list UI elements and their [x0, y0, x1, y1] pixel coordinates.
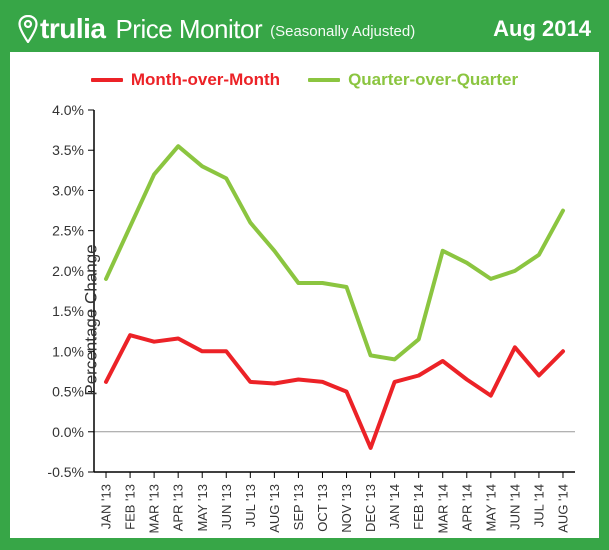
page-title: Price Monitor [115, 14, 262, 45]
page-subtitle: (Seasonally Adjusted) [270, 23, 415, 40]
brand-logo: trulia [18, 13, 105, 45]
legend-label-qoq: Quarter-over-Quarter [348, 70, 518, 90]
svg-text:FEB '14: FEB '14 [411, 484, 426, 530]
svg-text:SEP '13: SEP '13 [291, 484, 306, 530]
svg-text:JUN '14: JUN '14 [507, 484, 522, 530]
legend-item-qoq: Quarter-over-Quarter [308, 70, 518, 90]
svg-text:JAN '14: JAN '14 [387, 484, 402, 529]
svg-text:1.0%: 1.0% [52, 343, 84, 359]
svg-text:DEC '13: DEC '13 [363, 484, 378, 532]
legend-swatch-mom [91, 78, 123, 82]
map-pin-icon [18, 15, 38, 43]
svg-text:OCT '13: OCT '13 [315, 484, 330, 532]
svg-text:AUG '14: AUG '14 [556, 484, 571, 533]
legend-item-mom: Month-over-Month [91, 70, 280, 90]
svg-text:3.5%: 3.5% [52, 142, 84, 158]
svg-text:FEB '13: FEB '13 [123, 484, 138, 530]
report-date: Aug 2014 [493, 16, 591, 42]
svg-text:0.5%: 0.5% [52, 384, 84, 400]
svg-text:3.0%: 3.0% [52, 182, 84, 198]
svg-text:AUG '13: AUG '13 [267, 484, 282, 533]
chart-panel: Month-over-Month Quarter-over-Quarter Pe… [10, 52, 599, 538]
svg-text:APR '13: APR '13 [171, 484, 186, 531]
svg-text:-0.5%: -0.5% [47, 464, 84, 480]
series-qoq [106, 146, 563, 359]
svg-text:MAR '13: MAR '13 [147, 484, 162, 533]
svg-text:APR '14: APR '14 [459, 484, 474, 531]
svg-text:JAN '13: JAN '13 [99, 484, 114, 529]
svg-text:0.0%: 0.0% [52, 424, 84, 440]
legend: Month-over-Month Quarter-over-Quarter [10, 52, 599, 98]
svg-text:MAR '14: MAR '14 [435, 484, 450, 533]
brand-text: trulia [40, 13, 105, 45]
frame: trulia Price Monitor (Seasonally Adjuste… [0, 0, 609, 550]
svg-text:4.0%: 4.0% [52, 102, 84, 118]
header: trulia Price Monitor (Seasonally Adjuste… [10, 10, 599, 52]
y-axis-label: Percentage Change [82, 244, 102, 395]
chart-area: Percentage Change -0.5% 0.0% 0.5% 1.0% 1.5% 2… [10, 102, 599, 538]
svg-text:MAY '14: MAY '14 [483, 484, 498, 532]
svg-text:2.5%: 2.5% [52, 223, 84, 239]
svg-text:JUN '13: JUN '13 [219, 484, 234, 530]
svg-text:NOV '13: NOV '13 [339, 484, 354, 533]
legend-label-mom: Month-over-Month [131, 70, 280, 90]
svg-text:1.5%: 1.5% [52, 303, 84, 319]
svg-text:JUL '14: JUL '14 [531, 484, 546, 527]
series-mom [106, 335, 563, 448]
svg-text:JUL '13: JUL '13 [243, 484, 258, 527]
svg-text:MAY '13: MAY '13 [195, 484, 210, 532]
svg-text:2.0%: 2.0% [52, 263, 84, 279]
legend-swatch-qoq [308, 78, 340, 82]
